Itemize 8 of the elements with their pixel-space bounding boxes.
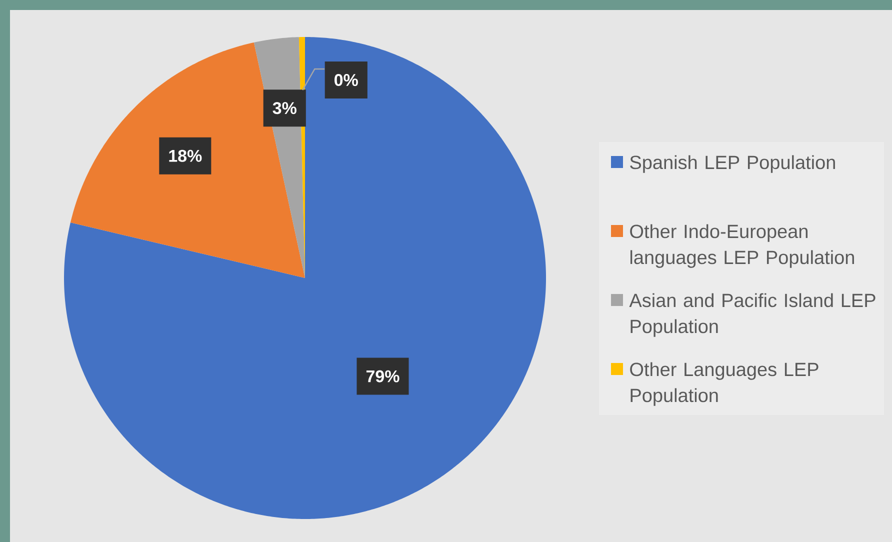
- legend-label: Other Languages LEP Population: [630, 362, 818, 406]
- legend-label: Asian and Pacific Island LEP Population: [629, 293, 876, 337]
- data-label: 0%: [334, 74, 358, 86]
- legend-label: Spanish LEP Population: [630, 155, 835, 173]
- data-label: 3%: [272, 102, 296, 114]
- data-label: 18%: [169, 150, 202, 162]
- legend-label: Other Indo-European languages LEP Population: [630, 224, 854, 268]
- data-label: 79%: [366, 370, 400, 382]
